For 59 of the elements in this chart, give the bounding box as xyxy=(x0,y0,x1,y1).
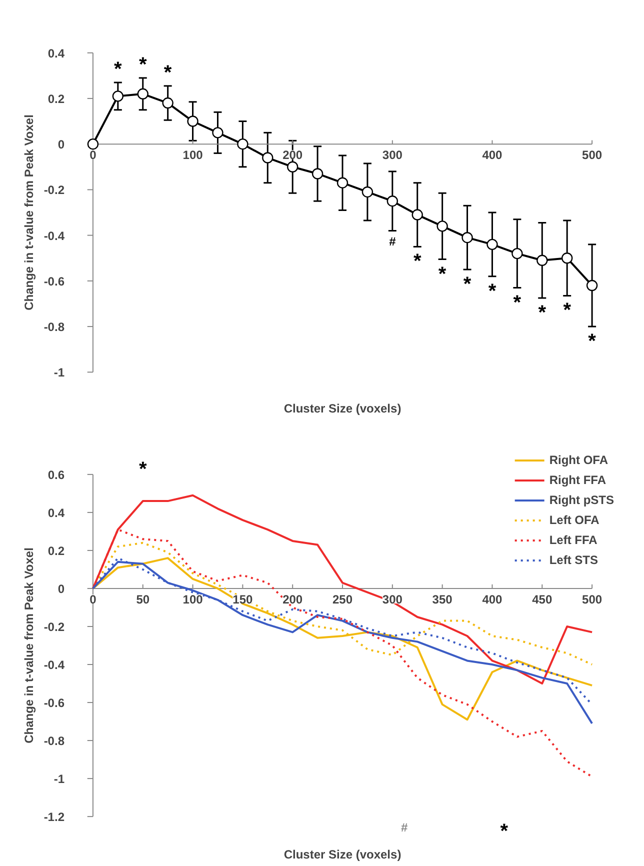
y-tick-label: -1 xyxy=(54,772,65,786)
legend-label: Right OFA xyxy=(549,453,608,467)
data-label: * xyxy=(488,280,496,302)
x-tick-label: 300 xyxy=(382,148,403,162)
x-tick-label: 400 xyxy=(482,148,503,162)
x-tick-label: 250 xyxy=(332,592,353,606)
data-label: # xyxy=(389,234,396,249)
data-label: * xyxy=(563,300,572,322)
x-tick-label: 50 xyxy=(136,592,150,606)
data-label: * xyxy=(588,330,596,353)
x-tick-label: 200 xyxy=(282,148,303,162)
y-tick-label: 0.6 xyxy=(48,468,65,482)
data-label: * xyxy=(463,274,472,296)
legend-label: Right pSTS xyxy=(549,493,614,507)
data-label: * xyxy=(538,302,546,324)
x-tick-label: 0 xyxy=(90,592,97,606)
data-label: * xyxy=(413,250,422,273)
legend-label: Left FFA xyxy=(549,533,598,547)
x-tick-label: 100 xyxy=(182,592,204,606)
legend-label: Right FFA xyxy=(549,473,606,487)
y-tick-label: -0.2 xyxy=(44,620,65,634)
x-tick-label: 350 xyxy=(432,592,453,606)
y-tick-label: -0.2 xyxy=(44,183,65,198)
y-tick-label: 0.4 xyxy=(48,506,65,520)
x-tick-label: 300 xyxy=(382,592,403,606)
x-tick-label: 450 xyxy=(532,592,552,606)
text: # xyxy=(401,820,408,835)
y-tick-label: 0.2 xyxy=(48,92,65,106)
data-label: * xyxy=(138,54,147,76)
text: * xyxy=(500,820,508,843)
y-tick-label: -0.4 xyxy=(44,228,65,243)
y-tick-label: 0 xyxy=(58,582,65,596)
x-tick-label: 500 xyxy=(582,148,602,162)
y-tick-label: -0.8 xyxy=(44,734,65,748)
y-tick-label: -1 xyxy=(54,366,65,380)
annotation: * xyxy=(138,458,147,480)
y-tick-label: -0.6 xyxy=(44,274,65,288)
y-tick-label: 0.2 xyxy=(48,544,65,558)
data-label: * xyxy=(438,263,446,286)
legend-label: Left OFA xyxy=(549,513,600,527)
y-axis-title: Change in t-value from Peak Voxel xyxy=(22,548,36,744)
data-label: * xyxy=(513,292,522,314)
y-tick-label: -0.8 xyxy=(44,320,65,334)
x-axis-title: Cluster Size (voxels) xyxy=(284,402,402,416)
y-tick-label: 0.4 xyxy=(48,46,65,60)
data-label: * xyxy=(164,62,172,84)
y-tick-label: 0 xyxy=(58,138,65,152)
x-tick-label: 400 xyxy=(482,592,503,606)
x-axis-title: Cluster Size (voxels) xyxy=(284,848,402,862)
x-tick-label: 500 xyxy=(582,592,602,606)
y-axis-title: Change in t-value from Peak Voxel xyxy=(22,114,36,310)
x-tick-label: 200 xyxy=(282,592,303,606)
x-tick-label: 0 xyxy=(90,148,97,162)
x-tick-label: 100 xyxy=(182,148,204,162)
y-tick-label: -1.2 xyxy=(44,810,65,824)
y-tick-label: -0.6 xyxy=(44,696,65,710)
legend-label: Left STS xyxy=(549,553,598,567)
y-tick-label: -0.4 xyxy=(44,658,65,672)
data-label: * xyxy=(114,58,122,80)
